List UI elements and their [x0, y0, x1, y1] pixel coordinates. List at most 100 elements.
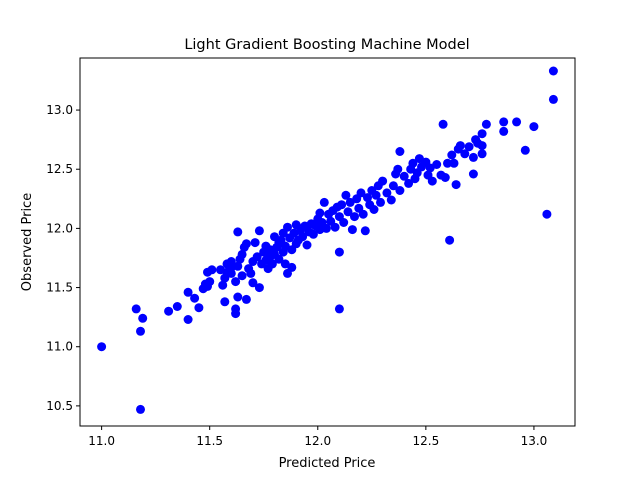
data-point: [254, 283, 264, 293]
data-point: [477, 149, 487, 159]
data-point: [233, 227, 243, 237]
plot-frame: [79, 57, 576, 427]
data-point: [183, 315, 193, 324]
data-point: [246, 268, 256, 278]
data-point: [395, 186, 405, 195]
data-point: [371, 190, 381, 200]
data-point: [339, 218, 349, 227]
data-point: [231, 277, 241, 287]
x-tick-label: 12.0: [304, 434, 331, 448]
data-point: [233, 292, 243, 302]
data-point: [363, 193, 372, 203]
data-point: [378, 176, 388, 186]
data-point: [138, 313, 148, 323]
data-point: [172, 302, 182, 311]
data-point: [499, 117, 509, 127]
data-point: [520, 145, 530, 155]
data-point: [237, 249, 247, 259]
data-point: [356, 188, 366, 198]
data-point: [548, 94, 558, 104]
data-point: [334, 304, 344, 314]
data-point: [447, 150, 457, 160]
x-tick-label: 12.5: [412, 434, 439, 448]
data-point: [512, 117, 522, 127]
data-point: [241, 239, 251, 249]
data-point: [237, 271, 247, 281]
data-point: [241, 294, 251, 304]
data-point: [283, 222, 292, 232]
data-points: [97, 66, 558, 414]
data-point: [427, 176, 437, 186]
y-tick-label: 10.5: [46, 399, 73, 413]
data-point: [548, 66, 558, 76]
data-point: [267, 259, 277, 269]
data-point: [248, 278, 258, 288]
y-tick-label: 11.5: [46, 281, 73, 295]
data-point: [231, 309, 241, 319]
data-point: [432, 160, 442, 169]
x-tick-label: 13.0: [521, 434, 548, 448]
x-tick-label: 11.0: [88, 434, 115, 448]
data-point: [319, 197, 329, 207]
data-point: [395, 147, 405, 156]
data-point: [330, 222, 340, 232]
data-point: [393, 164, 403, 174]
data-point: [440, 173, 450, 182]
data-point: [220, 297, 230, 307]
data-point: [399, 171, 409, 181]
data-point: [298, 232, 308, 242]
data-point: [136, 326, 145, 336]
data-point: [194, 303, 204, 313]
data-point: [481, 119, 491, 129]
data-point: [438, 119, 448, 129]
y-tick-label: 12.0: [46, 221, 73, 235]
data-point: [460, 149, 470, 159]
data-point: [382, 188, 392, 198]
data-point: [315, 208, 325, 218]
data-point: [343, 207, 353, 217]
data-point: [468, 152, 478, 162]
data-point: [404, 178, 414, 188]
data-point: [499, 126, 509, 136]
chart-title: Light Gradient Boosting Machine Model: [184, 37, 469, 53]
data-point: [97, 342, 107, 352]
x-axis-ticks: 11.0 11.5 12.0 12.5 13.0: [88, 426, 547, 448]
data-point: [386, 195, 396, 205]
data-point: [254, 226, 264, 236]
data-point: [274, 254, 284, 264]
data-point: [183, 287, 193, 297]
data-point: [218, 280, 228, 290]
data-point: [443, 158, 452, 168]
data-point: [250, 238, 260, 248]
data-point: [369, 205, 379, 214]
data-point: [464, 142, 474, 152]
data-point: [529, 122, 539, 132]
x-tick-label: 11.5: [196, 434, 223, 448]
y-axis-label: Observed Price: [20, 193, 35, 291]
data-point: [449, 158, 459, 168]
data-point: [233, 261, 243, 271]
data-point: [477, 141, 487, 151]
data-point: [542, 209, 552, 219]
y-tick-label: 11.0: [46, 340, 73, 354]
data-point: [287, 262, 297, 272]
data-point: [131, 304, 141, 314]
data-point: [388, 181, 398, 191]
data-point: [252, 252, 262, 262]
data-point: [350, 212, 359, 222]
x-axis-label: Predicted Price: [279, 456, 376, 471]
data-point: [455, 141, 465, 151]
data-point: [451, 180, 461, 190]
data-point: [341, 190, 351, 200]
data-point: [445, 235, 455, 245]
data-point: [226, 257, 236, 266]
y-tick-label: 12.5: [46, 162, 73, 176]
data-point: [207, 265, 217, 275]
data-point: [337, 200, 347, 210]
data-point: [477, 129, 487, 139]
y-tick-label: 13.0: [46, 103, 73, 117]
data-point: [136, 404, 145, 414]
y-axis-ticks: 10.5 11.0 11.5 12.0 12.5 13.0: [46, 103, 80, 413]
